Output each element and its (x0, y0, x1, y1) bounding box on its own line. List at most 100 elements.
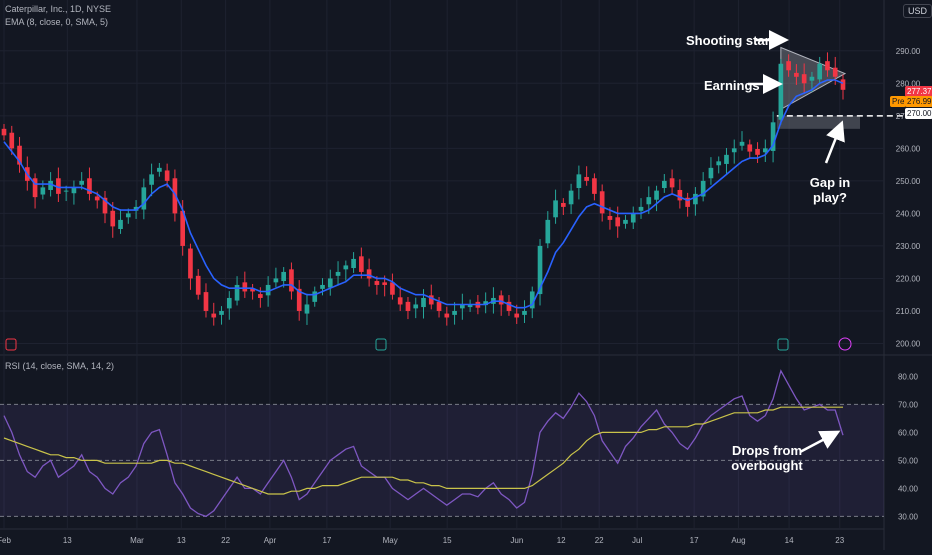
candle-body (180, 210, 186, 246)
ema-indicator-label[interactable]: EMA (8, close, 0, SMA, 5) (5, 17, 109, 27)
candle-body (242, 282, 248, 292)
candle-body (32, 178, 38, 198)
candle-body (607, 215, 613, 220)
candle-body (397, 297, 403, 305)
candle-body (40, 187, 46, 195)
time-tick-label: 15 (443, 536, 452, 545)
candle-body (48, 180, 53, 190)
candle-body (553, 200, 558, 218)
candle-body (188, 248, 193, 279)
candle-body (320, 284, 325, 289)
candle-body (125, 213, 131, 218)
candle-body (739, 141, 745, 146)
candle-body (87, 178, 92, 194)
candle-body (568, 190, 574, 205)
gap-annotation: Gap in play? (800, 175, 860, 205)
candle-body (832, 67, 838, 77)
candle-body (1, 128, 7, 136)
price-tick-label: 240.00 (896, 209, 921, 218)
price-tick-label: 210.00 (896, 307, 921, 316)
symbol-title[interactable]: Caterpillar, Inc., 1D, NYSE (5, 4, 112, 14)
candle-body (428, 295, 434, 305)
candle-body (840, 79, 846, 90)
candle-body (693, 193, 698, 205)
candle-body (669, 178, 675, 188)
candle-body (576, 174, 582, 189)
last-price-badge: 277.37 (905, 86, 932, 97)
price-tick-label: 260.00 (896, 144, 921, 153)
candle-body (529, 291, 535, 309)
candle-body (708, 167, 714, 179)
candle-body (366, 269, 372, 279)
candle-body (9, 132, 15, 149)
candle-body (630, 213, 636, 223)
candle-body (444, 313, 450, 318)
candle-body (141, 187, 147, 210)
candle-body (374, 281, 380, 285)
dividend-marker (838, 337, 852, 351)
candle-body (172, 178, 178, 214)
gap-annotation-line-2: play? (813, 190, 847, 205)
candle-body (825, 61, 830, 71)
time-tick-label: 13 (63, 536, 72, 545)
candle-body (467, 304, 473, 308)
rsi-annotation: Drops from overbought (722, 443, 812, 473)
candle-body (102, 197, 108, 214)
candle-body (164, 170, 170, 181)
rsi-ma-line (3, 406, 843, 495)
earnings-gap-box (776, 115, 860, 129)
event-markers (5, 337, 852, 351)
premarket-label-badge: Pre (890, 96, 907, 107)
candle-body (747, 144, 753, 152)
price-tick-label: 280.00 (896, 79, 921, 88)
time-tick-label: May (383, 536, 398, 545)
candle-body (506, 301, 512, 311)
rsi-indicator-label[interactable]: RSI (14, close, SMA, 14, 2) (5, 361, 115, 371)
time-tick-label: Mar (130, 536, 144, 545)
candle-body (731, 148, 737, 153)
candle-body (219, 310, 224, 315)
candle-body (770, 122, 776, 151)
candle-body (327, 278, 333, 288)
shooting-star-annotation: Shooting star (686, 33, 770, 48)
candle-body (537, 245, 543, 295)
price-tick-label: 230.00 (896, 242, 921, 251)
candle-body (700, 180, 706, 197)
price-tick-label: 250.00 (896, 177, 921, 186)
time-tick-label: 22 (221, 536, 230, 545)
candle-body (149, 174, 154, 185)
candle-body (685, 197, 690, 207)
candle-body (817, 63, 823, 80)
candle-body (623, 219, 628, 224)
candle-body (63, 190, 69, 192)
currency-button[interactable]: USD (903, 4, 932, 18)
candle-body (413, 304, 419, 309)
candle-body (79, 180, 85, 185)
candle-body (289, 269, 294, 292)
candle-body (460, 304, 465, 309)
rsi-annotation-line-2: overbought (731, 458, 803, 473)
rsi-arrow (799, 430, 841, 454)
candle-body (390, 282, 395, 295)
candle-body (405, 301, 411, 311)
candle-body (312, 291, 318, 302)
rsi-tick-label: 40.00 (898, 484, 919, 493)
earnings-annotation: Earnings (704, 78, 760, 93)
candle-body (273, 278, 279, 283)
candle-body (654, 190, 659, 200)
time-tick-label: 23 (835, 536, 844, 545)
candle-body (133, 206, 139, 211)
candle-body (17, 145, 22, 165)
candle-body (265, 284, 271, 296)
candle-body (157, 167, 162, 172)
candle-body (584, 176, 589, 181)
candle-body (226, 297, 232, 309)
ema-line (3, 79, 844, 309)
earnings-marker (5, 338, 17, 351)
rsi-band-background (0, 403, 884, 517)
time-tick-label: 12 (557, 536, 566, 545)
gap-annotation-line-1: Gap in (809, 175, 851, 190)
